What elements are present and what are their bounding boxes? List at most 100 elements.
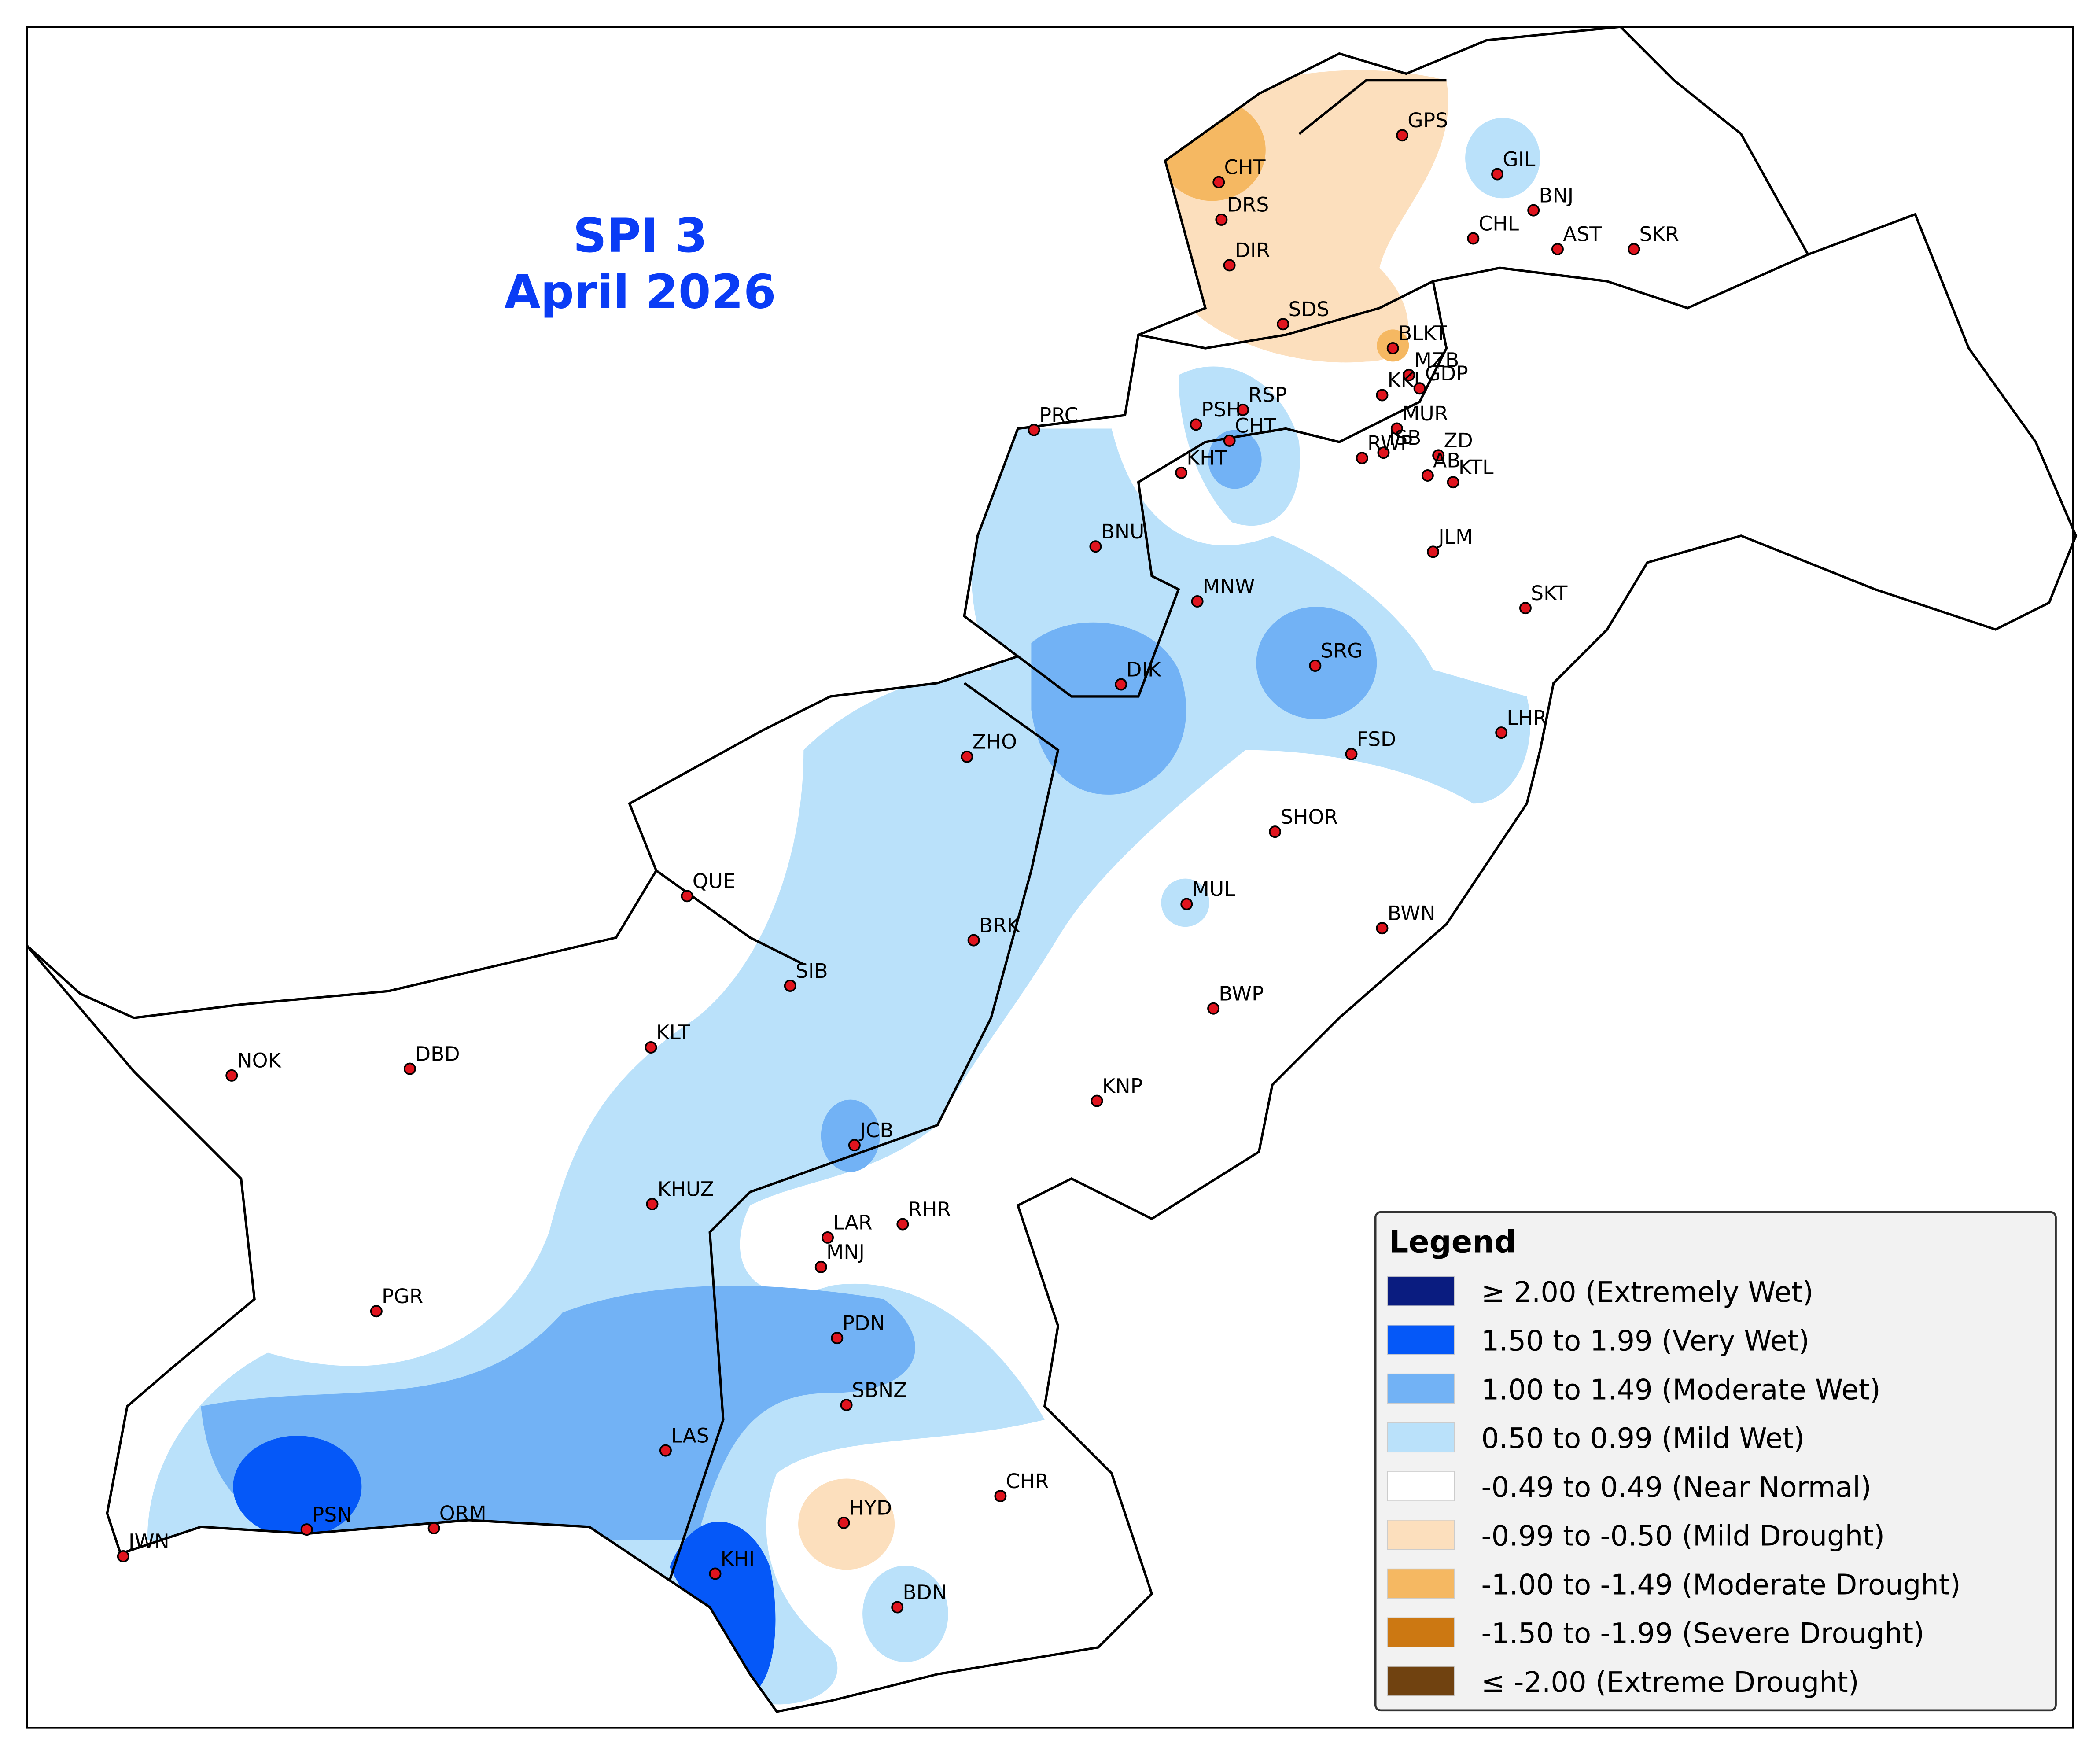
station-dot [370,1305,383,1318]
station-dot [1628,243,1640,255]
station-dot [1345,748,1358,760]
station-label: BNJ [1539,184,1573,207]
station-dot [784,980,796,992]
station-dot [1190,418,1202,431]
legend-swatch [1387,1617,1455,1647]
station-label: JWN [127,1530,169,1553]
legend-swatch [1387,1471,1455,1501]
station-dot [1377,446,1390,459]
station-dot [1447,476,1459,489]
station-label: GDP [1425,362,1468,385]
station-label: SHOR [1280,805,1338,829]
legend-box [1374,1211,2057,1712]
legend-label: -1.00 to -1.49 (Moderate Drought) [1481,1569,1961,1601]
station-label: AST [1563,223,1602,246]
station-dot [1467,232,1480,245]
station-dot [1519,602,1532,615]
station-label: MZB [1414,349,1459,372]
station-dot [427,1522,440,1535]
station-label: BLKT [1398,322,1447,345]
legend-label: ≥ 2.00 (Extremely Wet) [1481,1276,1814,1309]
station-dot [831,1332,844,1345]
station-label: KLT [656,1021,690,1044]
station-label: NOK [237,1049,281,1072]
station-dot [891,1601,904,1614]
station-label: GPS [1407,109,1448,132]
station-label: RWP [1367,431,1412,455]
station-label: MUR [1402,402,1448,425]
legend-label: 1.50 to 1.99 (Very Wet) [1481,1325,1809,1358]
station-dot [1432,449,1445,462]
station-dot [1223,434,1236,447]
station-dot [848,1139,861,1152]
legend: Legend ≥ 2.00 (Extremely Wet) 1.50 to 1.9… [1374,1211,2057,1712]
legend-swatch [1387,1373,1455,1404]
station-label: ZHO [973,730,1017,754]
station-label: BWP [1219,982,1264,1005]
station-label: DIK [1126,658,1161,681]
station-dot [840,1399,853,1411]
station-label: DBD [415,1042,460,1065]
legend-swatch [1387,1666,1455,1696]
station-dot [403,1062,416,1075]
spi-zone [1465,118,1540,199]
station-dot [1212,176,1225,188]
station-dot [1386,342,1399,354]
station-label: BNU [1101,520,1145,543]
legend-title: Legend [1389,1224,1516,1260]
station-label: LAS [671,1424,709,1447]
station-label: SKT [1531,582,1567,605]
legend-label: -1.50 to -1.99 (Severe Drought) [1481,1618,1925,1650]
station-dot [1115,678,1127,691]
station-dot [1495,726,1508,739]
station-label: CHR [1006,1470,1049,1493]
legend-label: -0.99 to -0.50 (Mild Drought) [1481,1520,1885,1553]
station-label: JLM [1437,525,1473,549]
legend-swatch [1387,1520,1455,1550]
station-label: MUL [1192,877,1235,901]
station-dot [1091,1094,1103,1107]
station-dot [1356,452,1368,464]
map-subtitle: April 2026 [504,265,776,320]
station-dot [1191,595,1204,608]
station-label: KNP [1102,1074,1143,1098]
legend-swatch [1387,1422,1455,1453]
station-dot [1413,382,1426,395]
legend-label: 0.50 to 0.99 (Mild Wet) [1481,1422,1805,1455]
station-label: CHT [1235,414,1276,438]
station-label: PDN [842,1312,885,1335]
station-label: RHR [908,1198,951,1221]
station-dot [646,1198,659,1210]
station-label: SIB [796,959,828,983]
station-label: SRG [1321,639,1363,663]
legend-label: 1.00 to 1.49 (Moderate Wet) [1481,1374,1881,1406]
station-label: PSH [1201,398,1242,421]
station-label: ORM [439,1502,486,1525]
spi-zone [233,1436,362,1538]
station-dot [1309,659,1322,672]
station-dot [1403,368,1415,381]
station-dot [1223,259,1236,272]
station-label: HYD [849,1496,892,1520]
legend-label: -0.49 to 0.49 (Near Normal) [1481,1471,1872,1504]
station-dot [1376,389,1389,402]
station-label: CHT [1224,156,1265,179]
station-label: MNW [1203,575,1255,598]
station-dot [709,1567,722,1580]
station-dot [837,1516,850,1529]
spi-zone [201,1286,915,1540]
spi-zone [1208,430,1262,489]
station-dot [1180,898,1193,910]
station-dot [1175,466,1188,479]
station-label: KHUZ [658,1178,714,1201]
station-label: BWN [1388,902,1436,925]
legend-swatch [1387,1568,1455,1599]
station-dot [300,1523,313,1536]
map-title: SPI 3 [573,209,707,263]
station-label: KHI [721,1547,755,1570]
station-label: CHL [1478,212,1519,235]
station-label: ISB [1389,426,1422,450]
station-dot [1390,422,1403,435]
station-label: KHT [1186,446,1227,470]
station-dot [645,1041,657,1054]
